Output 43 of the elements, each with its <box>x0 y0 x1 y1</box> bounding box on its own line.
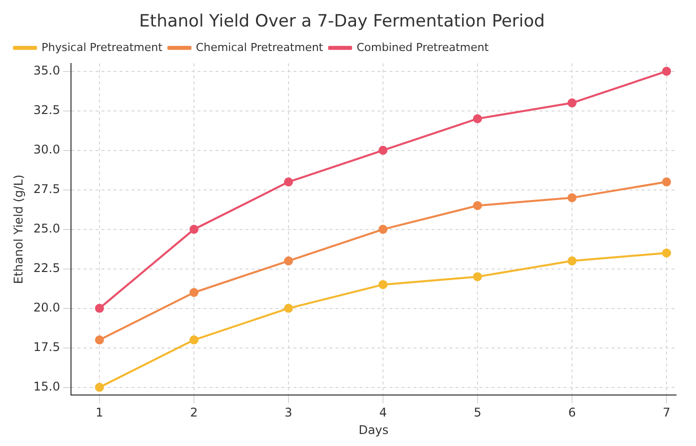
point <box>568 256 577 266</box>
point <box>94 335 104 344</box>
point <box>662 248 672 258</box>
x-tick-label: 7 <box>662 406 670 420</box>
y-axis-title: Ethanol Yield (g/L) <box>11 174 26 284</box>
point <box>378 224 388 234</box>
point <box>189 224 198 234</box>
y-tick-label: 15.0 <box>33 379 60 394</box>
y-tick-label: 22.5 <box>33 260 60 275</box>
y-tick-label: 25.0 <box>33 221 60 236</box>
point <box>189 288 198 297</box>
x-tick-label: 3 <box>284 406 292 420</box>
x-tick-label: 6 <box>568 406 576 420</box>
y-tick-label: 35.0 <box>33 63 60 78</box>
point <box>189 335 198 344</box>
point <box>94 382 104 392</box>
point <box>568 98 577 108</box>
point <box>473 114 482 124</box>
point <box>284 256 293 266</box>
x-axis-title: Days <box>358 422 389 437</box>
x-tick-label: 2 <box>190 406 198 420</box>
point <box>473 272 482 282</box>
point <box>662 177 672 186</box>
point <box>662 66 672 76</box>
legend-label: Physical Pretreatment <box>42 40 164 54</box>
point <box>378 146 388 155</box>
x-tick-label: 5 <box>474 406 482 420</box>
y-tick-label: 30.0 <box>33 142 60 156</box>
y-tick-label: 17.5 <box>33 340 60 354</box>
legend-label: Chemical Pretreatment <box>196 40 324 54</box>
legend-label: Combined Pretreatment <box>356 40 490 54</box>
point <box>568 193 577 202</box>
point <box>284 304 293 313</box>
y-tick-label: 27.5 <box>33 182 60 196</box>
point <box>94 304 104 313</box>
y-tick-label: 32.5 <box>33 102 60 117</box>
point <box>378 280 388 290</box>
point <box>473 201 482 210</box>
y-tick-label: 20.0 <box>33 300 60 314</box>
x-tick-label: 1 <box>96 406 104 420</box>
chart-title: Ethanol Yield Over a 7-Day Fermentation Period <box>139 12 545 32</box>
point <box>284 177 293 186</box>
x-tick-label: 4 <box>379 406 387 420</box>
